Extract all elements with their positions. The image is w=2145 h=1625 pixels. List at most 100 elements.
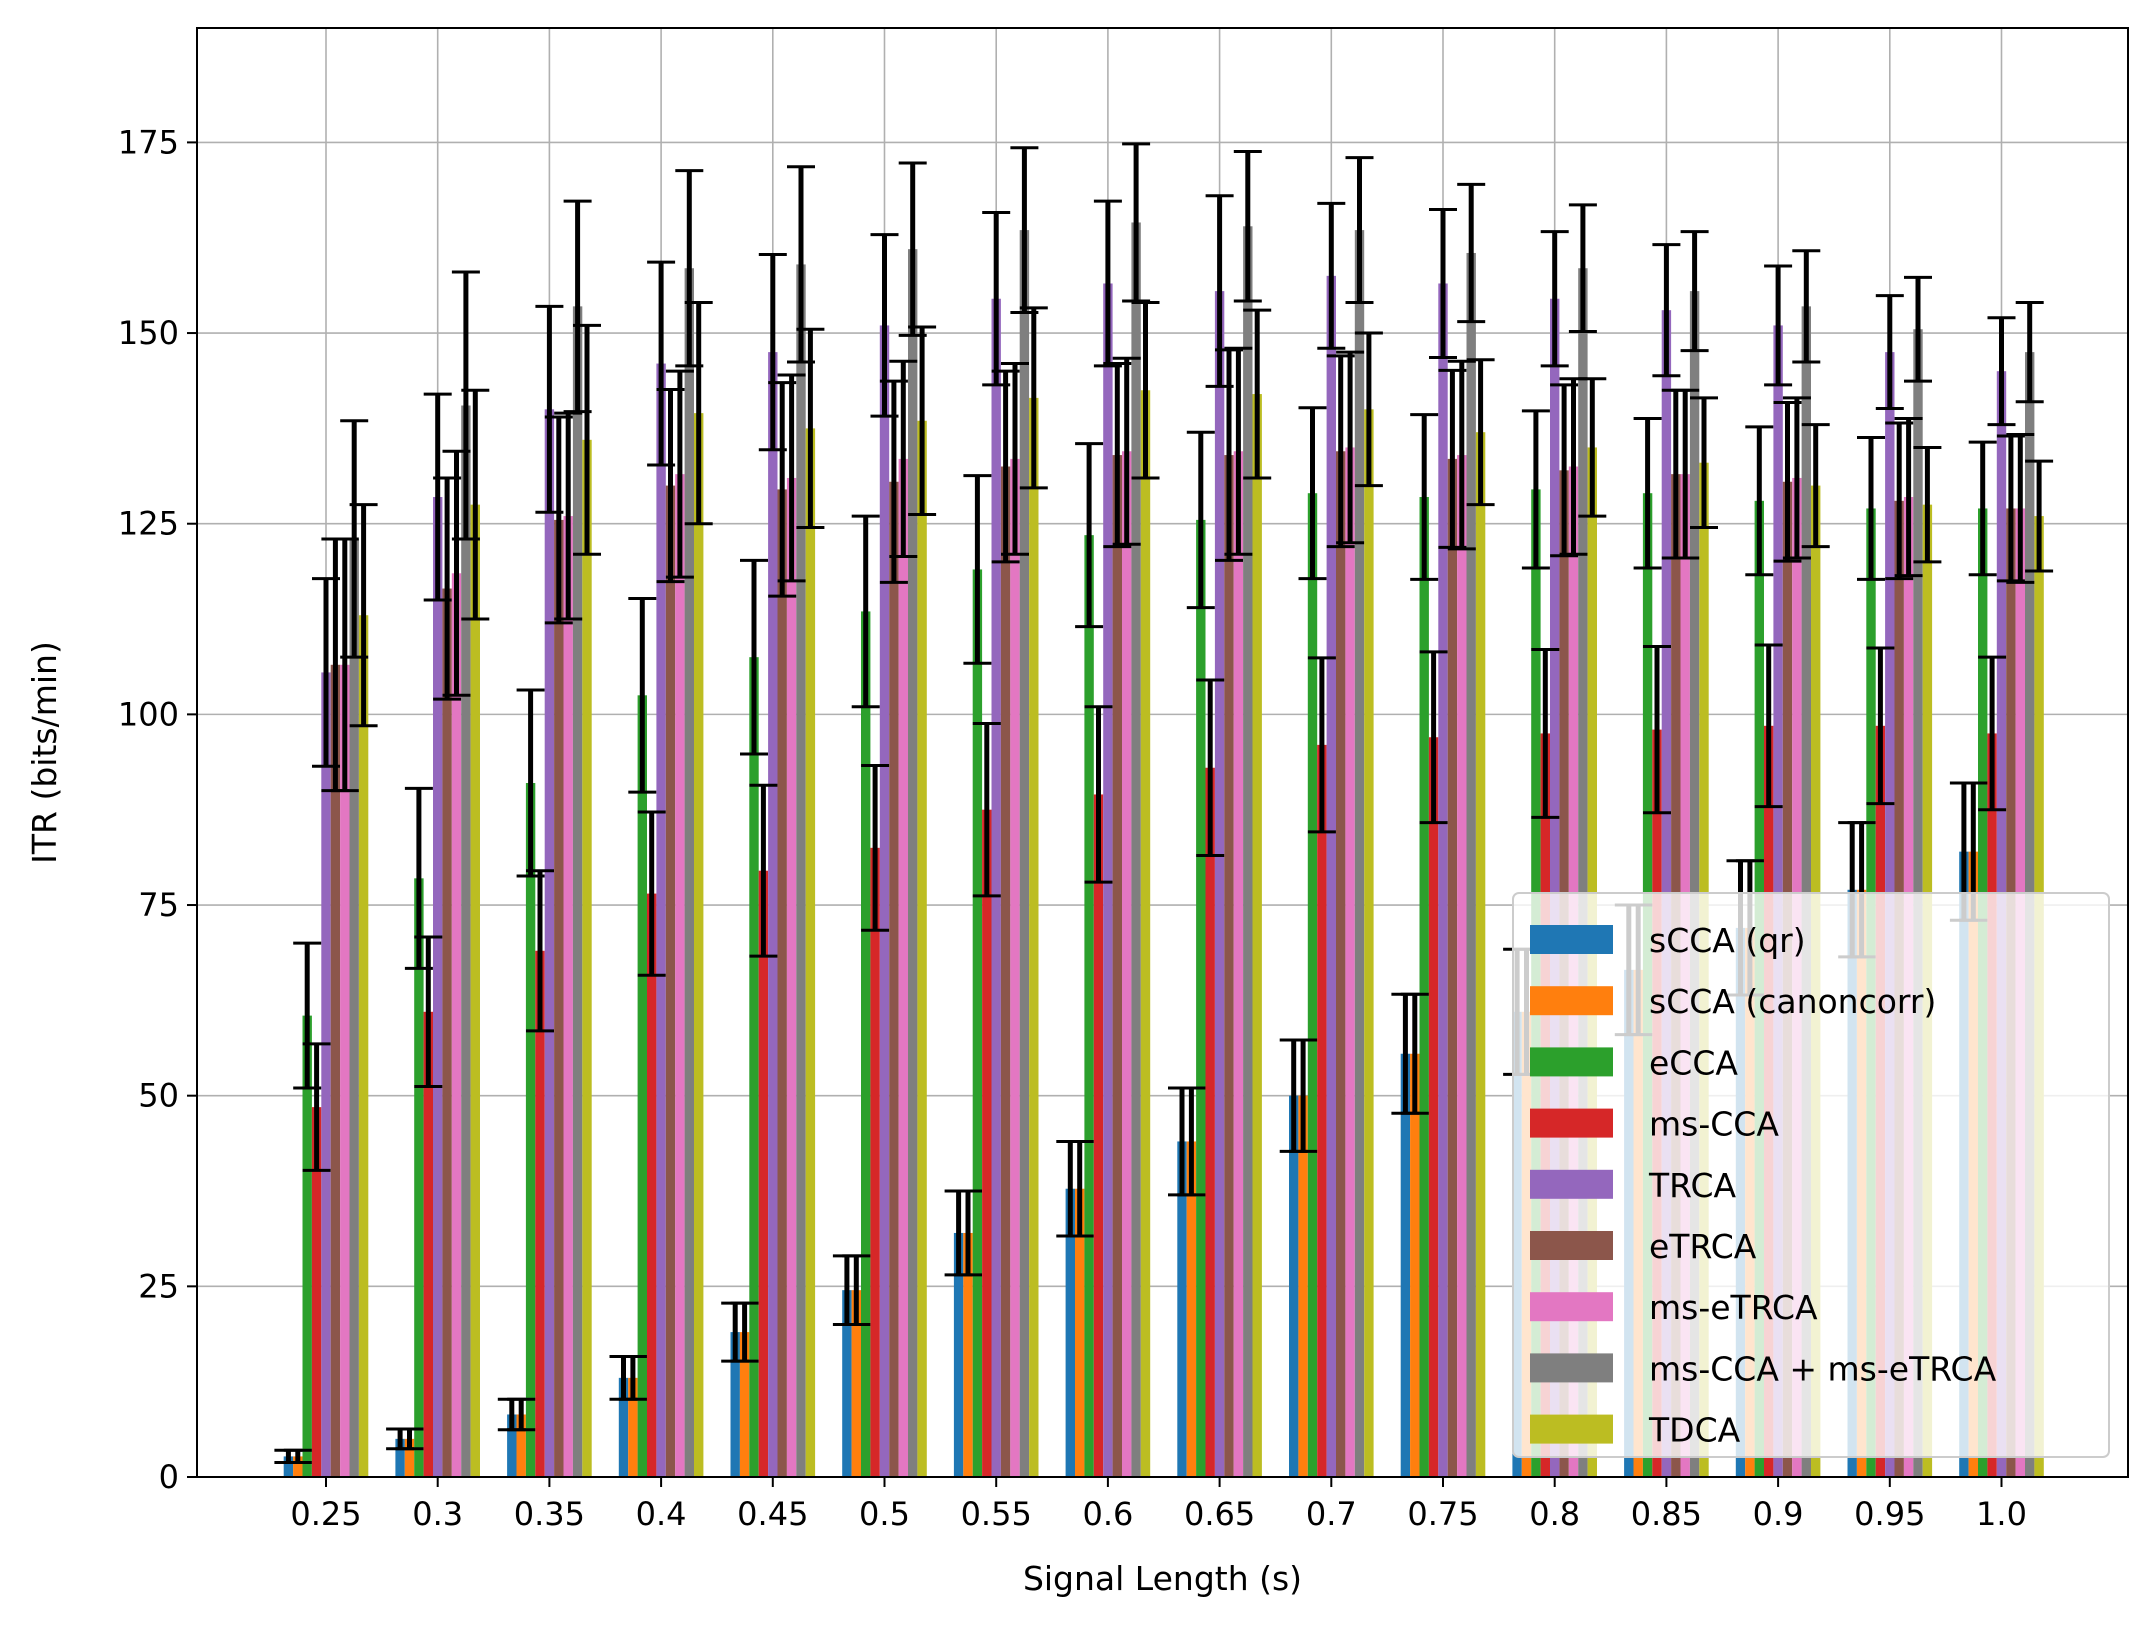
bar [340, 664, 350, 1477]
legend-swatch [1530, 1353, 1613, 1383]
x-tick-label: 0.8 [1529, 1495, 1580, 1533]
y-axis-label: ITR (bits/min) [25, 641, 64, 864]
bar [470, 504, 480, 1477]
legend-label: ms-eTRCA [1649, 1288, 1818, 1327]
bar [1196, 519, 1206, 1477]
bar [572, 306, 583, 1477]
legend-swatch [1530, 1108, 1613, 1138]
bar [805, 428, 816, 1477]
bar [963, 1232, 973, 1477]
bar [647, 893, 657, 1477]
bar [786, 477, 797, 1477]
bar [1410, 1053, 1420, 1477]
bar [1475, 432, 1486, 1478]
legend-label: sCCA (canoncorr) [1649, 982, 1936, 1021]
bar [293, 1456, 303, 1477]
bar [1307, 493, 1318, 1477]
bar [1336, 451, 1346, 1478]
x-tick-label: 0.65 [1184, 1495, 1255, 1533]
bar [1326, 275, 1336, 1478]
x-tick-label: 0.3 [412, 1495, 463, 1533]
bar [1428, 737, 1439, 1477]
legend-swatch [1530, 1047, 1613, 1077]
y-tick-label: 150 [118, 314, 179, 352]
bar [1689, 291, 1700, 1477]
bar [1075, 1188, 1085, 1477]
bar [1112, 455, 1122, 1477]
bar [739, 1332, 750, 1477]
legend-swatch [1530, 1231, 1613, 1260]
x-tick-label: 0.4 [636, 1495, 687, 1533]
bar [777, 489, 787, 1478]
x-tick-label: 0.55 [961, 1495, 1032, 1533]
legend-label: sCCA (qr) [1649, 921, 1806, 960]
bar [908, 249, 918, 1477]
bar [1447, 458, 1458, 1477]
bar [1224, 455, 1234, 1477]
bar [1550, 298, 1560, 1477]
bar [982, 809, 992, 1477]
y-tick-label: 75 [138, 886, 179, 924]
bar [628, 1377, 638, 1477]
bar [749, 657, 759, 1477]
bar [1205, 767, 1215, 1477]
bar [637, 695, 647, 1477]
legend-swatch [1530, 1414, 1613, 1444]
bar [618, 1377, 629, 1477]
bar [507, 1414, 517, 1477]
legend-label: ms-CCA + ms-eTRCA [1649, 1349, 1997, 1388]
bar [684, 268, 694, 1477]
bar [1233, 451, 1244, 1478]
bar [1345, 447, 1355, 1477]
bar [1243, 226, 1253, 1478]
bar [433, 497, 443, 1477]
y-tick-label: 175 [118, 123, 179, 161]
bar [525, 783, 536, 1477]
legend-label: eTRCA [1649, 1227, 1757, 1266]
y-tick-label: 125 [118, 505, 179, 543]
bar [917, 420, 927, 1477]
bar [1214, 291, 1225, 1477]
x-tick-label: 0.85 [1631, 1495, 1702, 1533]
bar [1466, 252, 1476, 1477]
bar [1177, 1141, 1187, 1477]
bar [972, 569, 983, 1477]
bar [1186, 1141, 1197, 1477]
bar [442, 588, 452, 1477]
y-tick-label: 50 [138, 1077, 179, 1115]
legend-box [1512, 892, 2110, 1458]
x-tick-label: 0.95 [1854, 1495, 1925, 1533]
legend-label: TDCA [1648, 1411, 1741, 1450]
bar [870, 847, 880, 1477]
bar [1801, 306, 1811, 1477]
bar [898, 458, 908, 1477]
x-tick-label: 0.7 [1306, 1495, 1357, 1533]
bar [302, 1015, 312, 1477]
bar [395, 1438, 405, 1477]
bar [554, 519, 564, 1477]
x-tick-label: 0.6 [1082, 1495, 1133, 1533]
bar [953, 1232, 964, 1477]
bar [768, 352, 778, 1477]
bar [861, 611, 871, 1477]
bar [675, 474, 685, 1477]
legend-label: ms-CCA [1649, 1105, 1779, 1144]
bar [1578, 268, 1588, 1477]
bar [758, 870, 769, 1477]
bar [563, 516, 573, 1477]
bar [1122, 451, 1132, 1478]
y-tick-label: 25 [138, 1267, 179, 1305]
legend-swatch [1530, 986, 1613, 1016]
bar [1000, 466, 1011, 1477]
bar [311, 1107, 322, 1477]
bar [535, 950, 545, 1477]
plot-frame [196, 27, 2129, 1478]
bar [730, 1332, 740, 1477]
axes-ticks-layer: 0 25 50 75 100 125 150 175 0.25 0.3 0.35 0.4 0.45 0.5… [118, 123, 2027, 1533]
bar [1010, 458, 1020, 1477]
x-tick-label: 0.25 [290, 1495, 361, 1533]
bar [1093, 794, 1104, 1477]
bar [1140, 390, 1151, 1477]
x-tick-label: 0.35 [514, 1495, 585, 1533]
